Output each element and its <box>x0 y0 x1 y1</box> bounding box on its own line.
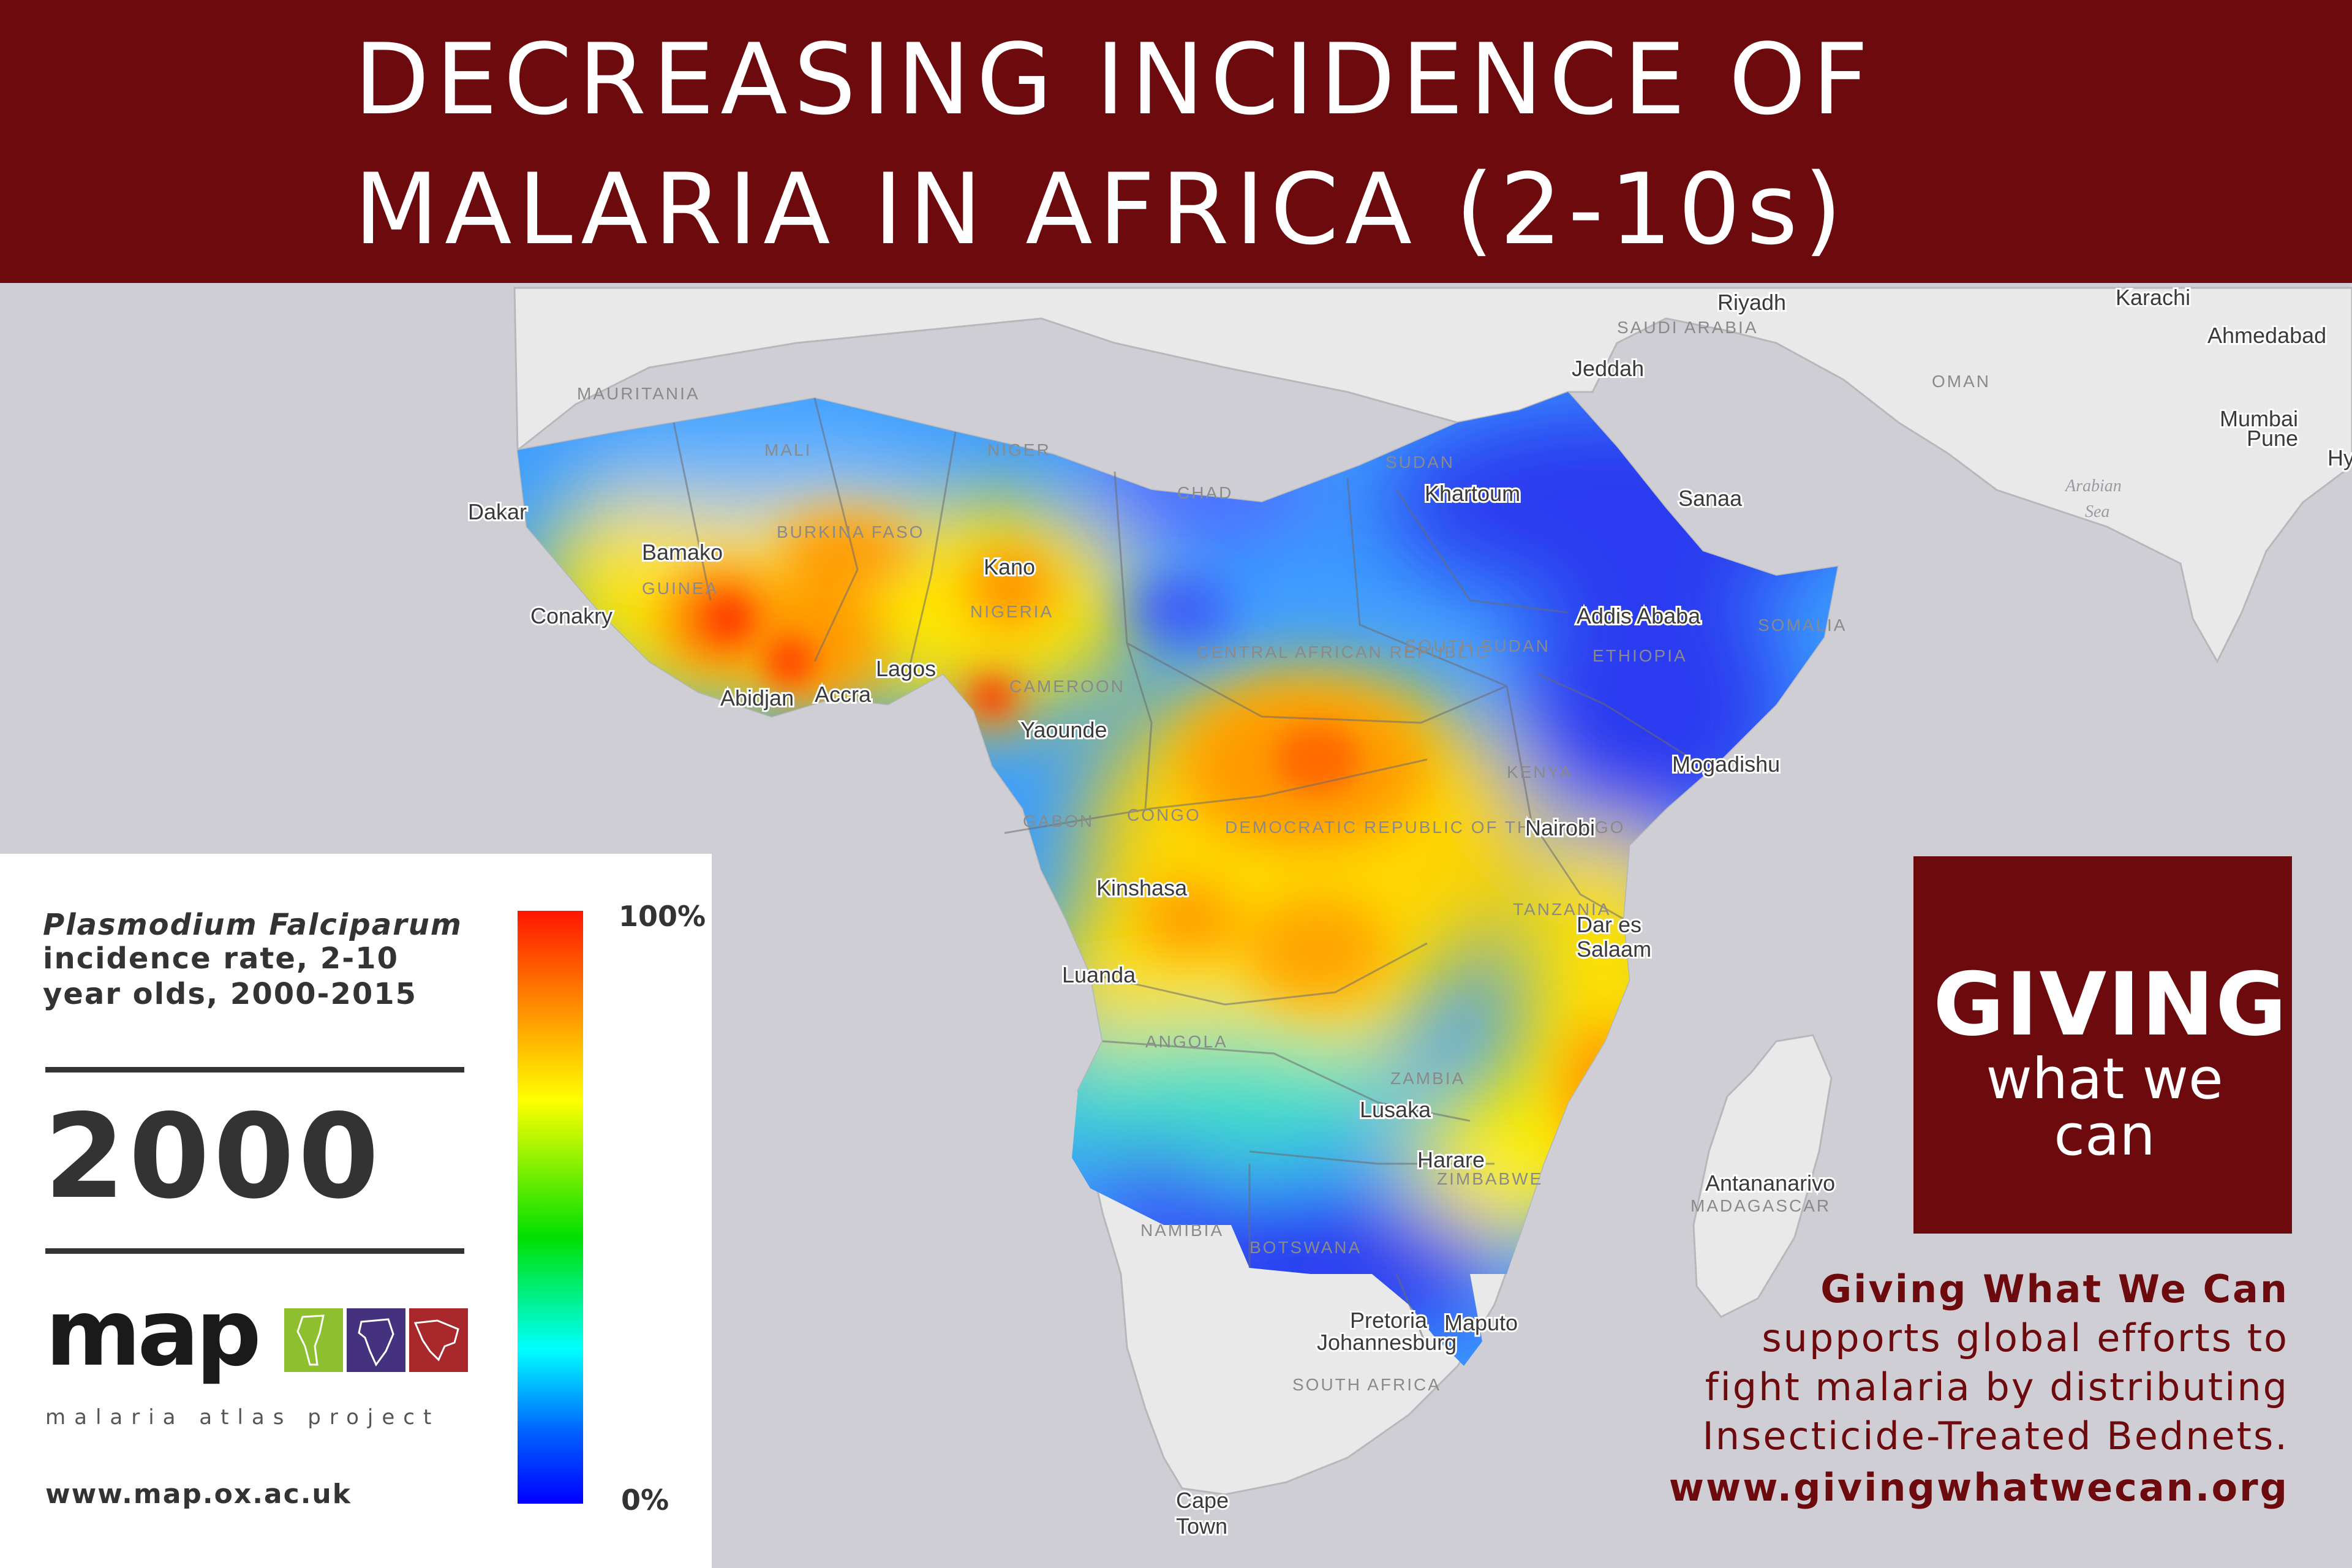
sea-label-sea: Sea <box>2085 502 2109 521</box>
promo-line-3: Insecticide-Treated Bednets. <box>1702 1414 2289 1458</box>
gwwc-logo: GIVING what we can <box>1913 856 2292 1234</box>
country-label-oman: OMAN <box>1932 372 1991 391</box>
city-label-karachi: Karachi <box>2116 285 2190 310</box>
city-label-maputo: Maputo <box>1444 1310 1518 1335</box>
country-label-guinea: GUINEA <box>642 579 718 598</box>
country-label-zimbabwe: ZIMBABWE <box>1437 1169 1543 1188</box>
country-label-mauritania: MAURITANIA <box>577 384 700 403</box>
country-label-south-sudan: SOUTH SUDAN <box>1405 636 1550 655</box>
city-label-antananarivo: Antananarivo <box>1705 1170 1835 1196</box>
sea-label-arabian: Arabian <box>2064 477 2122 496</box>
country-label-tanzania: TANZANIA <box>1513 900 1611 919</box>
americas-icon <box>296 1314 325 1366</box>
city-label-abidjan: Abidjan <box>720 685 794 710</box>
city-label-kano: Kano <box>984 554 1035 579</box>
legend-panel: Plasmodium Falciparum incidence rate, 2-… <box>0 854 712 1568</box>
city-label-pune: Pune <box>2247 426 2298 451</box>
country-label-saudi-arabia: SAUDI ARABIA <box>1617 318 1758 337</box>
country-label-drc: DEMOCRATIC REPUBLIC OF THE CONGO <box>1225 818 1625 837</box>
promo-url: www.givingwhatwecan.org <box>1668 1465 2289 1510</box>
city-label-mumbai: Mumbai <box>2220 406 2298 431</box>
country-label-kenya: KENYA <box>1507 763 1573 782</box>
city-label-yaounde: Yaounde <box>1020 717 1107 742</box>
city-label-town: Town <box>1176 1513 1227 1539</box>
city-label-luanda: Luanda <box>1062 962 1136 987</box>
city-label-jeddah: Jeddah <box>1572 356 1644 381</box>
map-logo-subtitle: malaria atlas project <box>45 1405 440 1430</box>
title-banner: DECREASING INCIDENCE OF MALARIA IN AFRIC… <box>0 0 2352 283</box>
city-label-mogadishu: Mogadishu <box>1672 752 1780 777</box>
promo-heading: Giving What We Can <box>1820 1267 2289 1311</box>
city-label-salaam: Salaam <box>1577 937 1651 962</box>
country-labels: SAUDI ARABIA OMAN MAURITANIA MALI NIGER … <box>577 318 1991 1394</box>
city-label-dakar: Dakar <box>468 499 527 524</box>
incidence-color-scale <box>518 911 583 1504</box>
legend-divider-top <box>45 1067 464 1072</box>
country-label-botswana: BOTSWANA <box>1250 1238 1362 1257</box>
country-label-mali: MALI <box>764 440 812 459</box>
city-label-pretoria: Pretoria <box>1350 1308 1428 1333</box>
country-label-congo: CONGO <box>1127 805 1201 824</box>
scale-min-label: 0% <box>621 1483 669 1517</box>
map-logo-wordmark: map <box>45 1280 262 1387</box>
scale-max-label: 100% <box>619 900 706 933</box>
gwwc-logo-giving: GIVING <box>1933 954 2288 1055</box>
country-label-central-african-republic: CENTRAL AFRICAN REPUBLIC <box>1197 643 1490 662</box>
city-label-harare: Harare <box>1417 1147 1485 1172</box>
africa-icon <box>358 1318 394 1366</box>
title-line-2: MALARIA IN AFRICA (2-10s) <box>354 152 1849 266</box>
city-label-hy: Hy <box>2328 445 2352 470</box>
country-label-gabon: GABON <box>1023 812 1094 831</box>
country-label-niger: NIGER <box>987 440 1051 459</box>
map-logo-continent-icons <box>284 1308 468 1372</box>
city-label-bamako: Bamako <box>642 540 723 565</box>
legend-description: incidence rate, 2-10 year olds, 2000-201… <box>43 941 418 1011</box>
country-label-madagascar: MADAGASCAR <box>1691 1196 1831 1215</box>
country-label-sudan: SUDAN <box>1385 453 1455 472</box>
promo-line-2: fight malaria by distributing <box>1705 1365 2289 1409</box>
city-label-sanaa: Sanaa <box>1678 486 1743 511</box>
legend-divider-bottom <box>45 1248 464 1254</box>
gwwc-logo-tagline: what we can <box>1986 1046 2223 1168</box>
city-label-nairobi: Nairobi <box>1525 815 1595 840</box>
city-label-lagos: Lagos <box>876 656 936 681</box>
city-label-kinshasa: Kinshasa <box>1096 875 1188 900</box>
city-label-dar-es: Dar es <box>1577 912 1642 937</box>
country-label-south-africa: SOUTH AFRICA <box>1292 1375 1441 1394</box>
country-label-angola: ANGOLA <box>1145 1032 1228 1051</box>
country-label-cameroon: CAMEROON <box>1009 677 1125 696</box>
legend-year: 2000 <box>44 1089 383 1224</box>
city-label-cape: Cape <box>1176 1488 1229 1513</box>
country-label-burkina-faso: BURKINA FASO <box>777 522 924 541</box>
title-line-1: DECREASING INCIDENCE OF <box>354 22 1875 137</box>
sea-labels: Arabian Sea <box>2064 477 2122 521</box>
city-label-lusaka: Lusaka <box>1360 1097 1431 1122</box>
country-label-somalia: SOMALIA <box>1758 616 1847 635</box>
city-label-conakry: Conakry <box>530 603 612 628</box>
promo-line-1: supports global efforts to <box>1762 1316 2289 1360</box>
city-label-khartoum: Khartoum <box>1425 481 1520 506</box>
city-label-addis: Addis Ababa <box>1577 603 1701 628</box>
legend-url: www.map.ox.ac.uk <box>45 1479 352 1510</box>
asia-icon <box>413 1319 459 1362</box>
city-labels: Riyadh Karachi Ahmedabad Jeddah Mumbai P… <box>466 283 2352 1540</box>
legend-species: Plasmodium Falciparum <box>43 908 462 942</box>
city-label-johannesburg: Johannesburg <box>1317 1330 1457 1355</box>
city-label-riyadh: Riyadh <box>1717 290 1786 315</box>
country-label-ethiopia: ETHIOPIA <box>1593 646 1687 665</box>
city-label-ahmedabad: Ahmedabad <box>2207 323 2326 348</box>
country-label-nigeria: NIGERIA <box>970 602 1054 621</box>
country-label-namibia: NAMIBIA <box>1140 1221 1224 1240</box>
city-label-accra: Accra <box>815 682 872 707</box>
country-borders <box>673 398 1703 1348</box>
country-label-zambia: ZAMBIA <box>1390 1069 1465 1088</box>
country-label-chad: CHAD <box>1177 483 1233 502</box>
africa-malaria-map: SAUDI ARABIA OMAN MAURITANIA MALI NIGER … <box>0 283 2352 1568</box>
